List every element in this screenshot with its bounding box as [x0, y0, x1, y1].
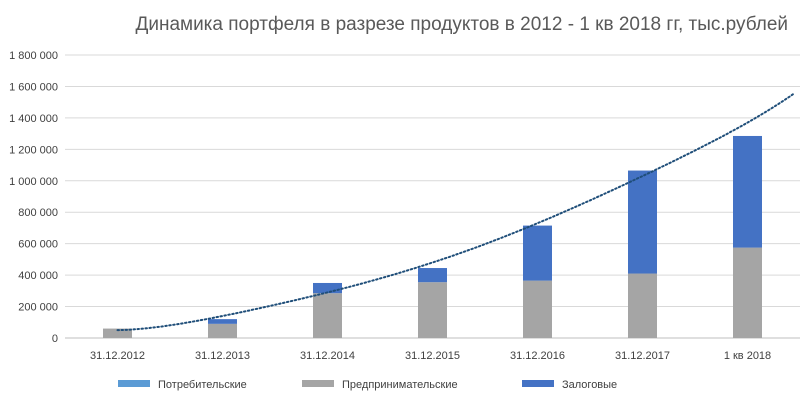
x-tick-label: 31.12.2015: [405, 350, 460, 362]
legend-swatch: [302, 380, 334, 387]
legend: Потребительские Предпринимательские Залого…: [118, 379, 617, 391]
bar-series: [103, 135, 762, 338]
y-tick-label: 1 000 000: [9, 176, 58, 188]
bar-segment: [523, 225, 552, 281]
bar-segment: [418, 282, 447, 338]
legend-swatch: [522, 380, 554, 387]
legend-label: Потребительские: [158, 379, 247, 391]
trendline-path: [116, 92, 796, 332]
legend-label: Залоговые: [562, 379, 617, 391]
bar-segment: [628, 170, 657, 274]
bar-segment: [313, 282, 342, 294]
x-axis-ticks: 31.12.2012 31.12.2013 31.12.2014 31.12.2015…: [90, 350, 771, 362]
y-tick-label: 1 200 000: [9, 144, 58, 156]
y-tick-label: 200 000: [18, 302, 58, 314]
bar-segment: [313, 293, 342, 338]
y-tick-label: 400 000: [18, 270, 58, 282]
legend-label: Предпринимательские: [342, 379, 458, 391]
x-tick-label: 1 кв 2018: [724, 350, 771, 362]
y-tick-label: 1 400 000: [9, 113, 58, 125]
chart-title: Динамика портфеля в разрезе продуктов в …: [135, 14, 788, 35]
y-axis-ticks: 0 200 000 400 000 600 000 800 000 1 000 000 1 …: [9, 50, 58, 345]
bar-segment: [418, 268, 447, 283]
bar-segment: [523, 280, 552, 338]
bar-segment: [208, 319, 237, 324]
bar-segment: [628, 273, 657, 338]
y-tick-label: 1 800 000: [9, 50, 58, 62]
x-tick-label: 31.12.2013: [195, 350, 250, 362]
x-tick-label: 31.12.2016: [510, 350, 565, 362]
x-tick-label: 31.12.2017: [615, 350, 670, 362]
y-tick-label: 800 000: [18, 207, 58, 219]
bar-segment: [733, 135, 762, 248]
bar-segment: [103, 328, 132, 338]
bar-segment: [208, 323, 237, 338]
y-tick-label: 1 600 000: [9, 81, 58, 93]
x-tick-label: 31.12.2014: [300, 350, 355, 362]
y-tick-label: 0: [52, 333, 58, 345]
x-tick-label: 31.12.2012: [90, 350, 145, 362]
legend-swatch: [118, 380, 150, 387]
trendline: [116, 92, 796, 332]
bar-segment: [733, 247, 762, 338]
y-tick-label: 600 000: [18, 239, 58, 251]
